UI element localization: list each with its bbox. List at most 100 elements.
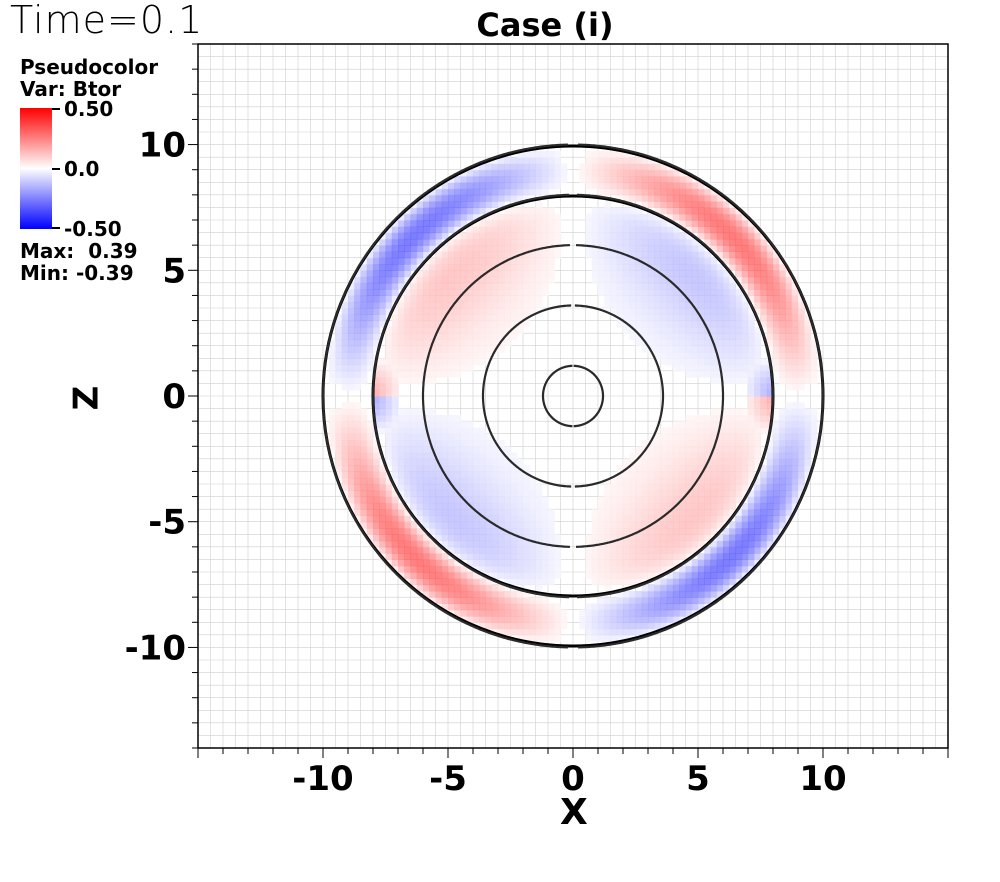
field-cell <box>766 339 774 347</box>
field-cell <box>760 314 768 322</box>
field-cell <box>485 352 493 359</box>
field-cell <box>473 446 480 454</box>
field-cell <box>479 452 487 460</box>
field-cell <box>410 553 418 561</box>
field-cell <box>366 433 374 441</box>
field-cell <box>735 301 743 309</box>
field-cell <box>441 308 449 315</box>
field-cell <box>373 308 380 315</box>
field-cell <box>579 609 587 617</box>
field-cell <box>479 352 487 359</box>
field-cell <box>354 402 362 410</box>
field-cell <box>723 484 730 491</box>
field-cell <box>479 232 487 240</box>
field-cell <box>448 257 455 265</box>
field-cell <box>529 295 537 303</box>
field-cell <box>485 433 493 441</box>
field-cell <box>354 276 362 284</box>
field-cell <box>404 414 412 422</box>
field-cell <box>423 433 430 441</box>
field-cell <box>479 270 487 278</box>
field-cell <box>673 440 680 447</box>
field-cell <box>398 333 405 341</box>
field-cell <box>710 226 718 234</box>
field-cell <box>510 176 518 183</box>
field-cell <box>429 597 437 605</box>
field-cell <box>785 308 793 315</box>
field-cell <box>510 502 518 510</box>
field-cell <box>354 477 362 485</box>
field-cell <box>510 188 518 196</box>
field-cell <box>341 458 349 466</box>
field-cell <box>354 333 362 341</box>
field-cell <box>504 521 512 529</box>
field-cell <box>679 251 687 259</box>
field-cell <box>516 188 524 196</box>
field-cell <box>541 578 549 586</box>
field-cell <box>429 521 437 529</box>
field-cell <box>360 339 368 347</box>
field-cell <box>679 484 687 491</box>
field-cell <box>716 490 724 498</box>
field-cell <box>360 308 368 315</box>
field-cell <box>435 484 443 491</box>
field-cell <box>654 477 662 485</box>
field-cell <box>360 364 368 372</box>
field-cell <box>485 320 493 328</box>
field-cell <box>454 320 462 328</box>
field-cell <box>666 295 674 303</box>
field-cell <box>685 364 693 372</box>
field-cell <box>648 176 655 183</box>
field-cell <box>773 320 780 328</box>
field-cell <box>454 509 462 517</box>
field-cell <box>341 326 349 334</box>
field-cell <box>535 220 543 227</box>
field-cell <box>716 408 724 416</box>
field-cell <box>498 458 505 466</box>
field-cell <box>466 226 474 234</box>
field-cell <box>435 207 443 215</box>
field-cell <box>635 339 643 347</box>
field-cell <box>779 282 787 290</box>
field-cell <box>329 421 337 429</box>
field-cell <box>741 370 749 378</box>
field-cell <box>748 339 755 347</box>
field-cell <box>491 182 499 190</box>
field-cell <box>491 320 499 328</box>
field-cell <box>429 238 437 246</box>
field-cell <box>741 226 749 234</box>
field-cell <box>360 465 368 473</box>
field-cell <box>398 251 405 259</box>
field-cell <box>685 521 693 529</box>
field-cell <box>716 238 724 246</box>
field-cell <box>779 358 787 366</box>
field-cell <box>473 528 480 535</box>
field-cell <box>648 484 655 491</box>
field-cell <box>660 546 668 554</box>
field-cell <box>804 465 812 473</box>
field-cell <box>429 408 437 416</box>
field-cell <box>548 509 555 517</box>
field-cell <box>498 565 505 573</box>
field-line <box>573 364 605 428</box>
field-cell <box>423 572 430 579</box>
field-cell <box>685 201 693 209</box>
field-cell <box>691 546 699 554</box>
field-cell <box>666 452 674 460</box>
field-cell <box>429 471 437 479</box>
field-cell <box>666 345 674 353</box>
field-cell <box>423 590 430 598</box>
field-cell <box>591 251 599 259</box>
field-cell <box>335 358 343 366</box>
field-cell <box>685 326 693 334</box>
field-cell <box>704 345 712 353</box>
field-cell <box>498 245 505 253</box>
field-cell <box>748 238 755 246</box>
field-cell <box>673 521 680 529</box>
field-cell <box>654 515 662 523</box>
field-cell <box>691 226 699 234</box>
field-cell <box>485 597 493 605</box>
field-cell <box>698 440 705 447</box>
field-cell <box>704 477 712 485</box>
field-cell <box>685 477 693 485</box>
